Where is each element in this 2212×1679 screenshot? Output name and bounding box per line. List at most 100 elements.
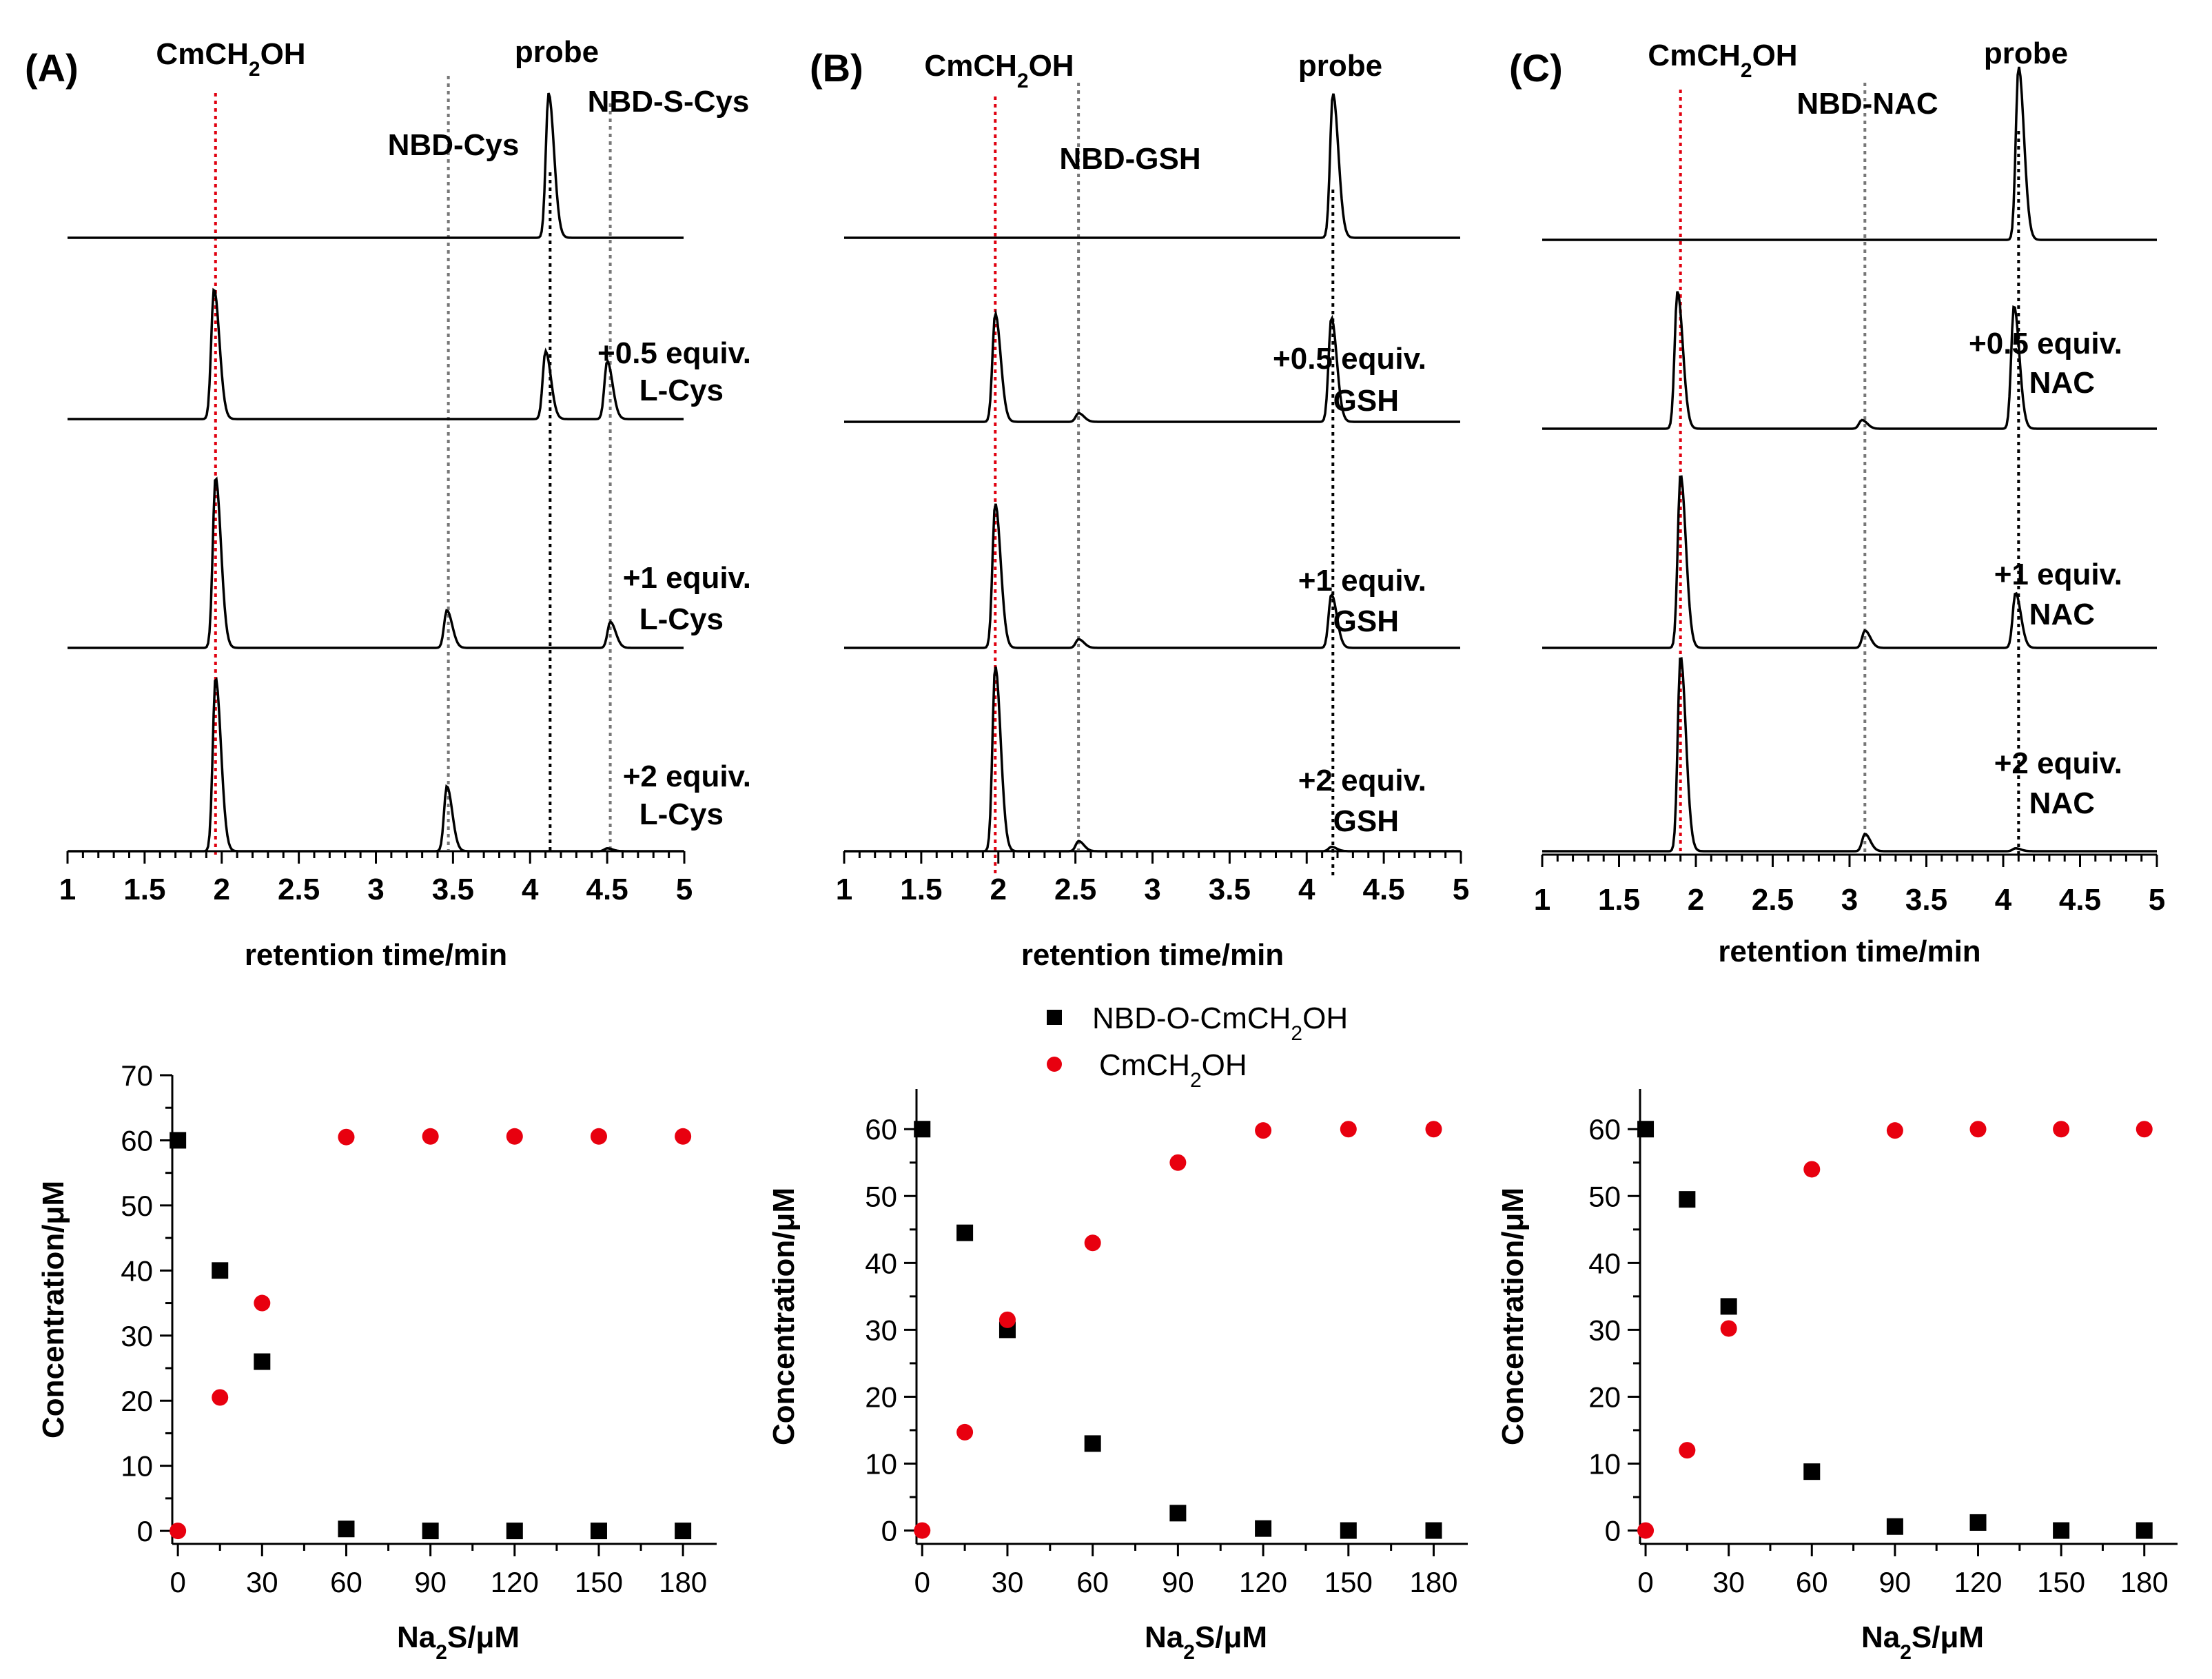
tick-label: 5 — [676, 873, 693, 906]
trace-label: NAC — [2029, 786, 2095, 820]
tick-label: 20 — [121, 1385, 153, 1417]
tick-label: 180 — [659, 1566, 707, 1598]
tick-label: 120 — [491, 1566, 539, 1598]
trace-label: +0.5 equiv. — [1273, 342, 1426, 376]
tick-label: 3 — [1144, 873, 1160, 906]
marker-circle-point — [675, 1128, 692, 1145]
marker-square-point — [1169, 1505, 1187, 1522]
peak-label: probe — [515, 35, 599, 69]
tick-label: 3 — [1841, 883, 1858, 917]
marker-square-point — [1255, 1520, 1272, 1537]
chromatogram-trace — [68, 677, 684, 853]
x-axis-title-rest: S/μM — [1195, 1620, 1267, 1654]
tick-label: 4.5 — [586, 873, 628, 906]
trace-label: L-Cys — [639, 374, 724, 407]
tick-label: 90 — [1162, 1566, 1194, 1598]
marker-circle-point — [1803, 1161, 1821, 1178]
tick-label: 150 — [2037, 1566, 2085, 1598]
trace-label: +1 equiv. — [1994, 558, 2122, 591]
marker-circle-point — [1969, 1121, 1987, 1138]
x-axis-title-sub: 2 — [436, 1641, 447, 1664]
tick-label: 30 — [1588, 1314, 1621, 1346]
marker-circle-point — [914, 1522, 931, 1539]
trace-label: +1 equiv. — [1298, 564, 1426, 598]
trace-label: +0.5 equiv. — [1969, 327, 2122, 360]
trace-label: L-Cys — [639, 602, 724, 636]
tick-label: 1.5 — [1598, 883, 1640, 917]
tick-label: 1 — [836, 873, 852, 906]
tick-label: 1.5 — [900, 873, 942, 906]
panel-label: (A) — [25, 46, 79, 90]
panel-label: (B) — [810, 46, 863, 90]
x-axis-title: retention time/min — [1021, 938, 1284, 972]
tick-label: 1.5 — [123, 873, 165, 906]
tick-label: 40 — [121, 1254, 153, 1287]
x-axis-title: retention time/min — [245, 938, 507, 972]
marker-circle-point — [1637, 1522, 1655, 1539]
marker-circle-point — [999, 1311, 1016, 1328]
tick-label: 5 — [1453, 873, 1469, 906]
tick-label: 20 — [865, 1381, 897, 1413]
marker-square-point — [1084, 1435, 1101, 1452]
tick-label: 40 — [1588, 1247, 1621, 1279]
x-axis-title: Na2S/μM — [397, 1620, 520, 1664]
marker-circle-point — [2053, 1121, 2070, 1138]
marker-circle-point — [1084, 1234, 1101, 1252]
tick-label: 10 — [865, 1448, 897, 1480]
marker-square-point — [2136, 1522, 2153, 1539]
peak-label-sub: 2 — [249, 58, 260, 81]
legend-marker-circle — [1047, 1057, 1062, 1072]
tick-label: 10 — [121, 1450, 153, 1483]
marker-circle-point — [956, 1423, 974, 1441]
marker-square-point — [590, 1523, 607, 1540]
peak-label-rest: OH — [260, 37, 306, 71]
marker-circle-point — [1679, 1442, 1696, 1459]
tick-label: 30 — [121, 1320, 153, 1352]
tick-label: 180 — [2120, 1566, 2169, 1598]
tick-label: 10 — [1588, 1448, 1621, 1480]
tick-label: 0 — [137, 1515, 153, 1547]
trace-label: GSH — [1333, 804, 1399, 838]
peak-label: CmCH2OH — [924, 49, 1074, 92]
tick-label: 5 — [2149, 883, 2165, 917]
marker-square-point — [914, 1121, 931, 1138]
tick-label: 30 — [992, 1566, 1024, 1598]
marker-circle-point — [2136, 1121, 2153, 1138]
trace-label: GSH — [1333, 384, 1399, 418]
tick-label: 60 — [1588, 1113, 1621, 1146]
trace-label: +2 equiv. — [1298, 764, 1426, 797]
chromatogram-trace — [1542, 657, 2157, 853]
x-axis-title: Na2S/μM — [1861, 1620, 1984, 1664]
marker-circle-point — [170, 1523, 187, 1540]
trace-label: GSH — [1333, 604, 1399, 638]
tick-label: 90 — [1879, 1566, 1912, 1598]
marker-square-point — [1803, 1463, 1821, 1480]
tick-label: 2.5 — [1752, 883, 1794, 917]
peak-label: NBD-S-Cys — [588, 85, 750, 119]
tick-label: 30 — [1712, 1566, 1745, 1598]
tick-label: 2.5 — [278, 873, 320, 906]
peak-label-rest: OH — [1029, 49, 1074, 83]
x-axis-title-main: Na — [1145, 1620, 1184, 1654]
tick-label: 4 — [1298, 873, 1315, 906]
peak-label-main: CmCH — [1648, 39, 1740, 72]
tick-label: 150 — [1324, 1566, 1373, 1598]
legend-label: CmCH2OH — [1099, 1048, 1247, 1092]
tick-label: 120 — [1239, 1566, 1287, 1598]
tick-label: 60 — [1796, 1566, 1828, 1598]
tick-label: 20 — [1588, 1381, 1621, 1413]
marker-square-point — [675, 1523, 692, 1540]
tick-label: 2 — [1688, 883, 1704, 917]
panel-label: (C) — [1509, 46, 1563, 90]
peak-label: NBD-GSH — [1059, 142, 1200, 176]
tick-label: 4.5 — [2059, 883, 2101, 917]
legend-label-rest: OH — [1202, 1048, 1247, 1082]
tick-label: 150 — [575, 1566, 623, 1598]
peak-label-sub: 2 — [1741, 59, 1752, 82]
marker-circle-point — [1720, 1320, 1737, 1337]
marker-circle-point — [338, 1128, 355, 1146]
chromatogram-trace — [68, 476, 684, 649]
tick-label: 0 — [1605, 1515, 1621, 1547]
peak-label: probe — [1984, 37, 2068, 70]
